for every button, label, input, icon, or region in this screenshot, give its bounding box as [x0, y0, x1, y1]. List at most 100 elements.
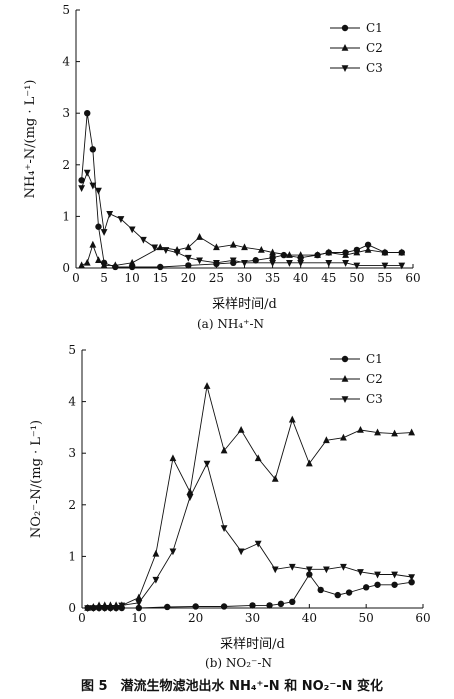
y-axis-label: NH₄⁺-N/(mg · L⁻¹)	[23, 80, 38, 199]
data-point	[152, 549, 160, 557]
chart-subtitle: (b) NO₂⁻-N	[205, 656, 272, 670]
legend-label: C3	[366, 61, 383, 75]
data-point	[229, 257, 237, 265]
data-point	[306, 571, 313, 578]
data-point	[95, 605, 103, 612]
data-point	[100, 261, 108, 269]
data-point	[164, 603, 171, 611]
data-point	[95, 187, 102, 195]
data-point	[184, 254, 192, 262]
data-point	[89, 605, 97, 612]
data-point	[152, 576, 160, 584]
figure-caption: 图 5 潜流生物滤池出水 NH₄⁺-N 和 NO₂⁻-N 变化	[81, 678, 383, 694]
series-c1	[84, 571, 415, 612]
data-point	[398, 262, 406, 270]
y-tick-label: 2	[68, 498, 76, 512]
x-tick-label: 50	[349, 271, 364, 285]
data-point	[374, 428, 381, 436]
data-point	[322, 436, 330, 444]
x-axis-label: 采样时间/d	[212, 297, 277, 312]
data-point	[340, 563, 347, 571]
legend-marker	[341, 375, 349, 382]
data-point	[357, 425, 364, 433]
data-point	[266, 602, 273, 609]
x-tick-label: 50	[359, 611, 374, 625]
y-tick-label: 0	[62, 261, 70, 275]
data-point	[135, 600, 143, 607]
series-c2	[84, 382, 416, 611]
data-point	[106, 211, 114, 218]
data-point	[398, 248, 406, 256]
data-point	[252, 257, 259, 264]
x-tick-label: 35	[265, 271, 280, 285]
data-point	[128, 258, 136, 266]
legend-label: C2	[366, 372, 383, 386]
y-tick-label: 0	[68, 601, 76, 615]
data-point	[84, 605, 92, 612]
data-point	[186, 494, 194, 502]
data-point	[78, 261, 86, 269]
series-line-c2	[87, 385, 412, 609]
data-point	[305, 566, 313, 574]
data-point	[95, 223, 102, 230]
legend-marker	[341, 24, 349, 32]
data-point	[322, 566, 330, 574]
legend-label: C1	[366, 21, 383, 35]
legend-entry-c2: C2	[330, 41, 383, 55]
x-tick-label: 60	[415, 611, 430, 625]
data-point	[78, 185, 86, 193]
data-point	[203, 382, 211, 389]
data-point	[305, 459, 313, 467]
data-point	[107, 605, 114, 612]
x-tick-label: 10	[131, 611, 146, 625]
data-point	[84, 110, 91, 117]
data-point	[374, 571, 381, 579]
data-point	[213, 243, 220, 251]
data-point	[317, 586, 324, 594]
legend-entry-c3: C3	[330, 392, 383, 406]
data-point	[111, 261, 119, 269]
data-point	[297, 251, 305, 258]
y-tick-label: 4	[62, 55, 70, 69]
data-point	[184, 243, 192, 251]
legend-marker	[341, 44, 349, 51]
data-point	[297, 260, 305, 267]
y-tick-label: 2	[62, 158, 70, 172]
data-point	[288, 563, 296, 571]
x-tick-label: 0	[78, 611, 86, 625]
chart-subtitle: (a) NH₄⁺-N	[197, 317, 264, 331]
data-point	[192, 603, 199, 610]
data-point	[169, 454, 177, 462]
x-tick-label: 0	[72, 271, 80, 285]
series-c2	[78, 233, 406, 269]
series-c3	[78, 169, 406, 270]
data-point	[314, 251, 321, 258]
data-point	[362, 584, 370, 591]
data-point	[353, 262, 361, 270]
data-point	[220, 446, 228, 454]
legend-entry-c2: C2	[330, 372, 383, 386]
data-point	[357, 569, 364, 576]
data-point	[196, 233, 203, 240]
data-point	[288, 415, 296, 423]
legend-label: C2	[366, 41, 383, 55]
data-point	[249, 602, 256, 609]
x-tick-label: 40	[302, 611, 317, 625]
y-axis-label: NO₂⁻-N/(mg · L⁻¹)	[29, 420, 44, 538]
data-point	[220, 525, 228, 533]
data-point	[169, 548, 177, 556]
x-tick-label: 15	[153, 271, 168, 285]
data-point	[162, 247, 170, 254]
x-tick-label: 55	[377, 271, 392, 285]
data-point	[203, 460, 211, 468]
x-axis-label: 采样时间/d	[220, 637, 285, 652]
series-c3	[84, 460, 416, 612]
data-point	[241, 243, 248, 251]
data-point	[325, 248, 333, 256]
data-point	[220, 603, 228, 610]
data-point	[271, 566, 279, 574]
x-tick-label: 10	[125, 271, 140, 285]
legend-marker	[341, 396, 349, 403]
data-point	[391, 571, 398, 579]
data-point	[185, 262, 192, 269]
